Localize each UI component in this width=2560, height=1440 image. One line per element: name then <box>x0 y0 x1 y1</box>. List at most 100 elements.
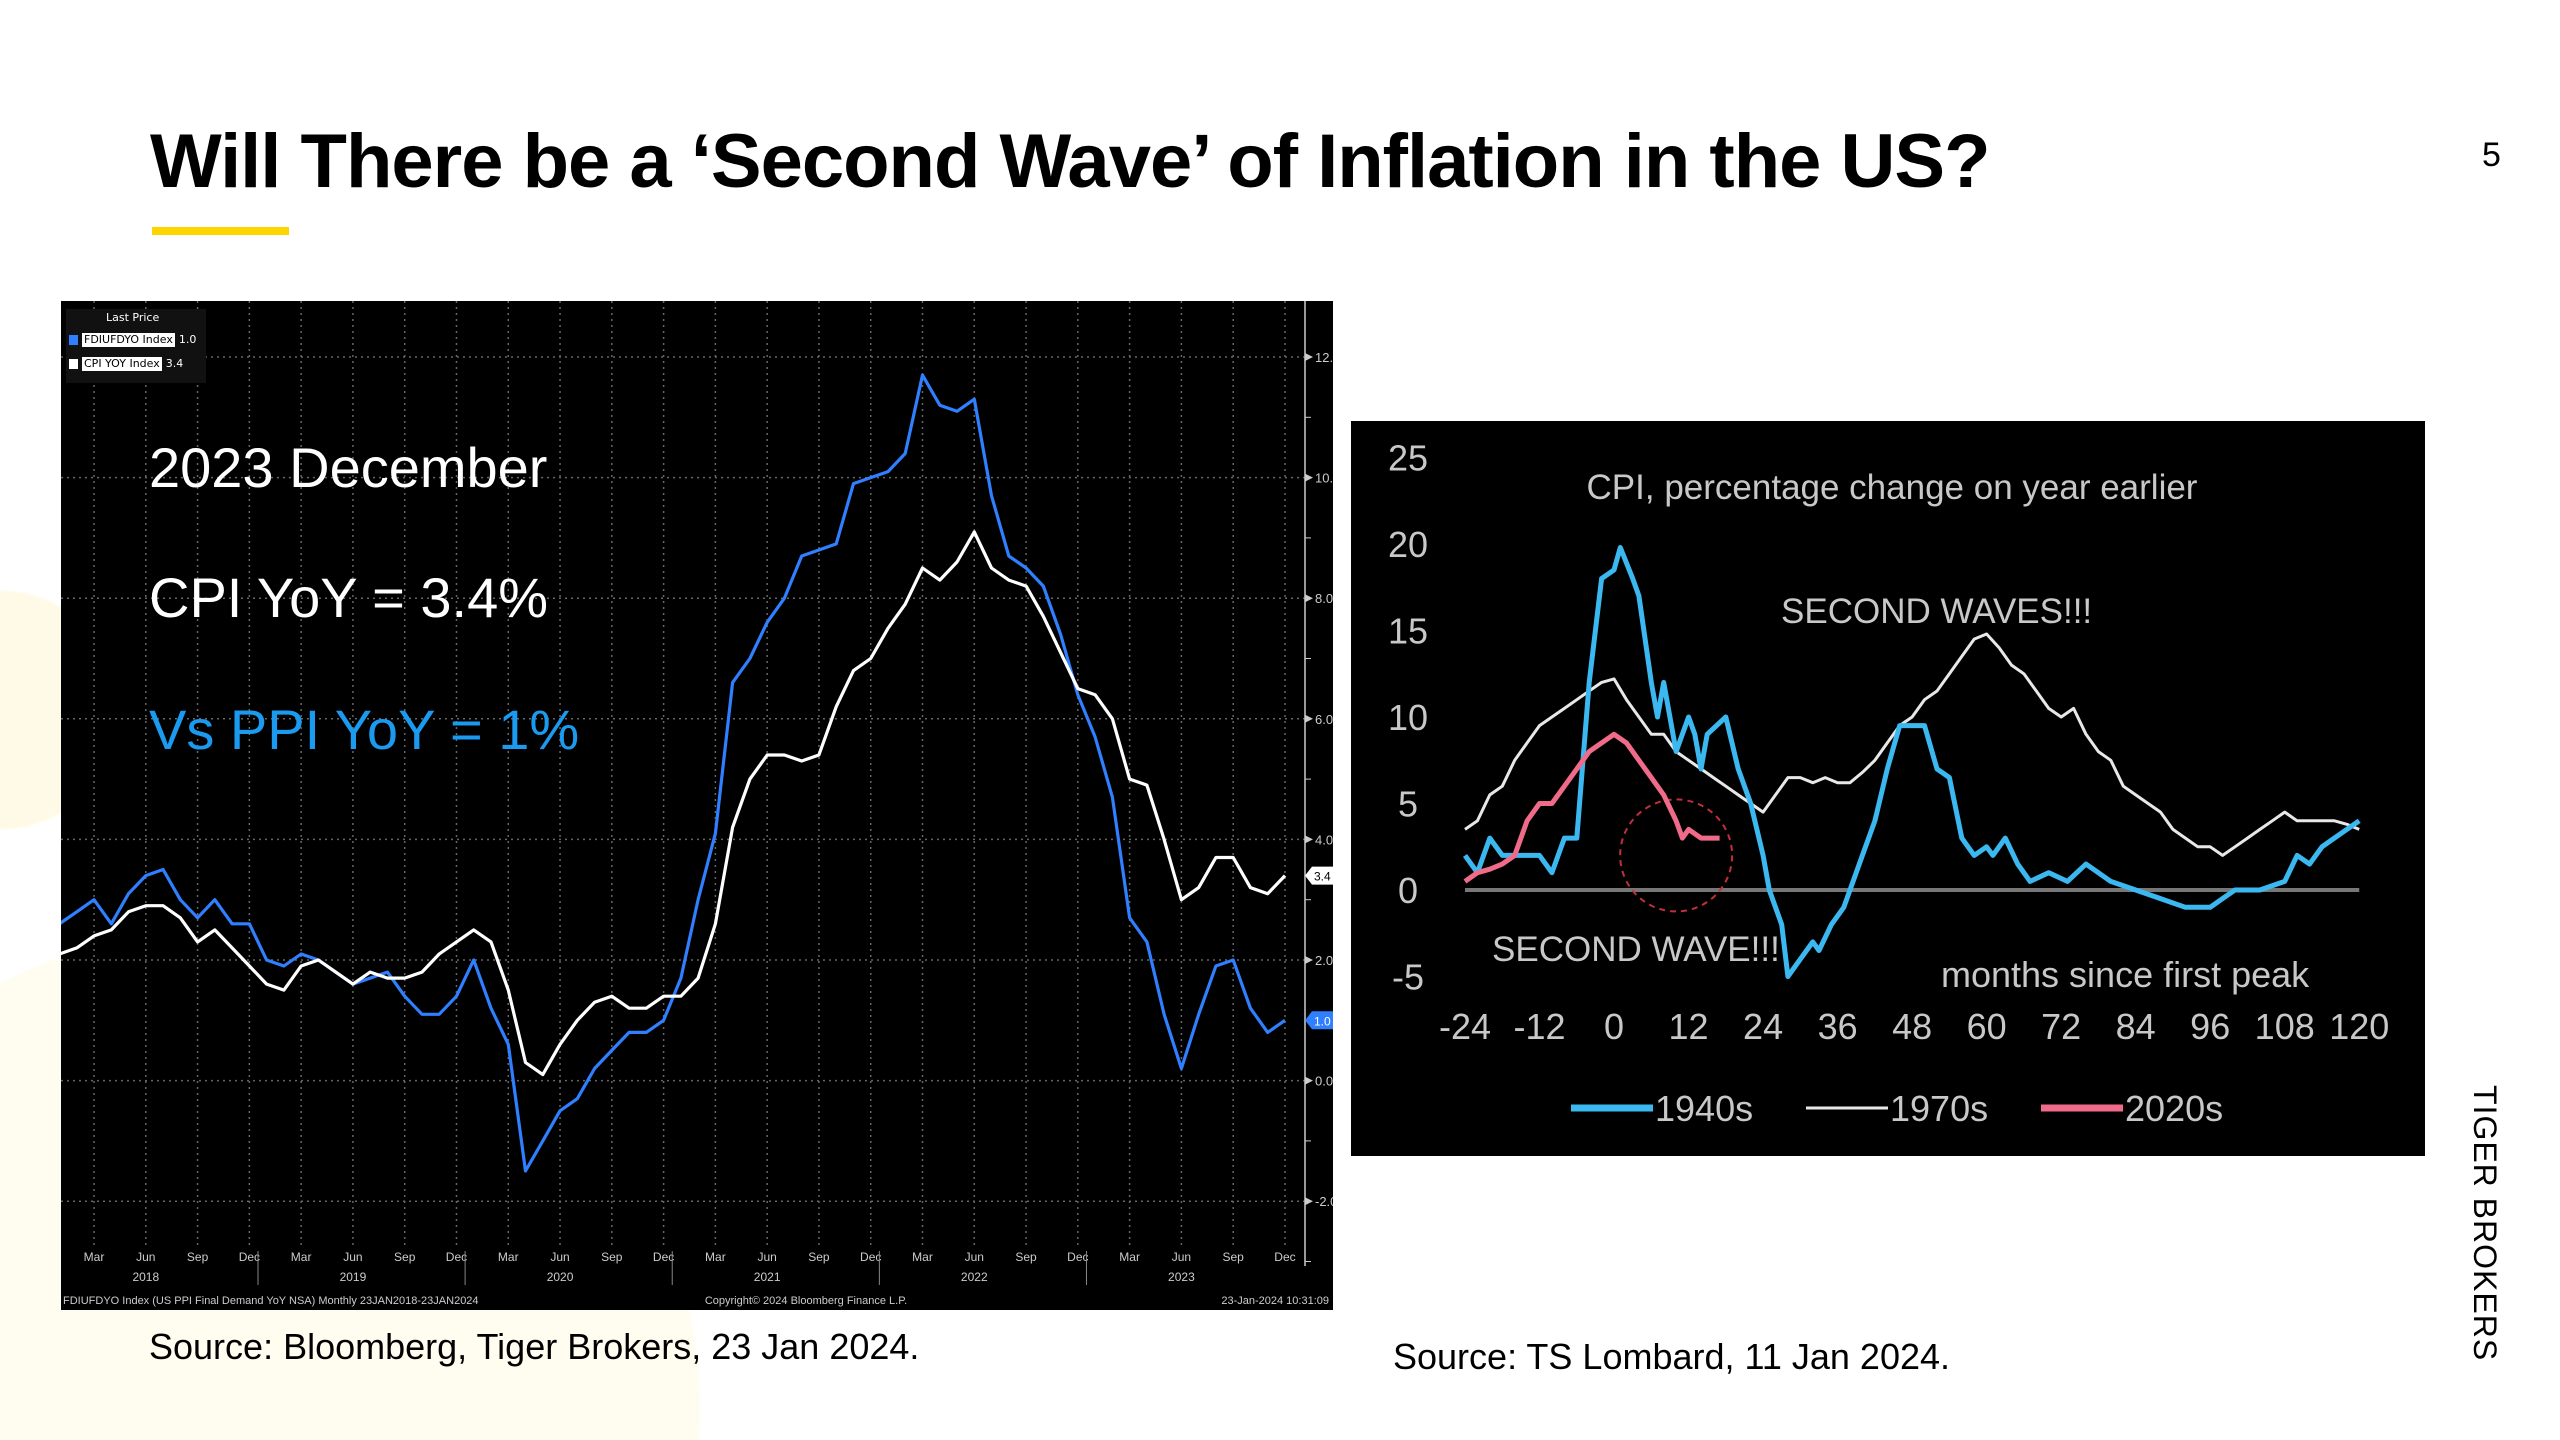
series-line-2020s <box>1463 731 1720 884</box>
y-tick-label: -5 <box>1392 957 1424 998</box>
series-line-ppi <box>61 373 1286 1173</box>
x-tick-label: 72 <box>2041 1006 2081 1047</box>
axis-tick-marker <box>1305 714 1313 723</box>
y-tick-label: 8.0 <box>1315 591 1333 606</box>
x-tick-label: 108 <box>2255 1006 2315 1047</box>
axis-tick-marker <box>1305 353 1313 361</box>
x-tick-label: Mar <box>84 1250 105 1264</box>
x-tick-label: Jun <box>1172 1250 1191 1264</box>
axis-tick-marker <box>1305 473 1313 482</box>
y-tick-label: 25 <box>1388 438 1428 479</box>
legend-label: CPI YOY Index <box>82 357 162 371</box>
axis-tick-marker <box>1305 835 1313 844</box>
year-label: 2022 <box>961 1270 988 1284</box>
title-accent-bar <box>152 227 289 235</box>
x-tick-label: Jun <box>550 1250 569 1264</box>
legend-label: 1970s <box>1890 1088 1988 1129</box>
x-tick-label: Dec <box>239 1250 260 1264</box>
legend-label: 2020s <box>2125 1088 2223 1129</box>
x-tick-label: 84 <box>2116 1006 2156 1047</box>
last-value-tag <box>1305 1011 1333 1030</box>
legend-swatch <box>69 359 78 369</box>
overlay-ppi: Vs PPI YoY = 1% <box>149 698 580 761</box>
x-tick-label: Dec <box>860 1250 881 1264</box>
x-tick-label: -12 <box>1514 1006 1566 1047</box>
x-tick-label: 48 <box>1892 1006 1932 1047</box>
source-left: Source: Bloomberg, Tiger Brokers, 23 Jan… <box>149 1326 920 1367</box>
x-tick-label: Sep <box>1223 1250 1245 1264</box>
legend-item: CPI YOY Index 3.4 <box>69 357 183 371</box>
y-tick-label: 15 <box>1388 611 1428 652</box>
x-tick-label: 36 <box>1818 1006 1858 1047</box>
ts-lombard-chart: 25 20 15 10 5 0 -5 -24 -12 0 12 24 36 48 60 72 84 96 108 12… <box>1351 421 2425 1156</box>
x-tick-label: 24 <box>1743 1006 1783 1047</box>
legend-item: FDIUFDYO Index 1.0 <box>69 333 196 347</box>
year-label: 2019 <box>340 1270 367 1284</box>
series-line-1970s <box>1464 632 2360 857</box>
x-tick-label: Sep <box>394 1250 416 1264</box>
y-tick-label: 2.0 <box>1315 953 1333 968</box>
overlay-date: 2023 December <box>149 436 548 499</box>
legend-value: 1.0 <box>178 333 197 346</box>
y-tick-label: 0 <box>1398 870 1418 911</box>
y-tick-label: 10.0 <box>1315 471 1333 486</box>
x-tick-label: Mar <box>291 1250 312 1264</box>
axis-tick-marker <box>1305 594 1313 603</box>
annotation-second-wave: SECOND WAVE!!! <box>1492 930 1780 969</box>
legend-label: FDIUFDYO Index <box>82 333 175 347</box>
legend-value: 3.4 <box>165 357 184 370</box>
chart-legend: Last Price FDIUFDYO Index 1.0 CPI YOY In… <box>66 309 206 383</box>
last-value-label: 1.0 <box>1314 1014 1331 1028</box>
y-tick-label: 5 <box>1398 784 1418 825</box>
y-tick-label: -2.0 <box>1315 1194 1333 1209</box>
x-tick-label: -24 <box>1439 1006 1491 1047</box>
bloomberg-chart-svg: 12.0 10.0 8.0 6.0 4.0 2.0 0.0 -2.0 Mar Jun Sep Dec M… <box>61 301 1333 1307</box>
annotation-second-waves: SECOND WAVES!!! <box>1781 592 2092 631</box>
x-tick-label: Jun <box>965 1250 984 1264</box>
chart-title: CPI, percentage change on year earlier <box>1587 468 2198 507</box>
year-label: 2018 <box>132 1270 159 1284</box>
x-tick-label: Dec <box>653 1250 674 1264</box>
axis-tick-marker <box>1305 956 1313 964</box>
x-axis-label: months since first peak <box>1941 954 2310 995</box>
y-tick-label: 4.0 <box>1315 832 1333 847</box>
slide-title: Will There be a ‘Second Wave’ of Inflati… <box>150 119 1991 204</box>
x-tick-label: Mar <box>705 1250 726 1264</box>
page-number: 5 <box>2482 136 2501 174</box>
y-tick-label: 20 <box>1388 524 1428 565</box>
x-tick-label: Sep <box>808 1250 830 1264</box>
x-tick-label: 12 <box>1669 1006 1709 1047</box>
x-tick-label: Sep <box>1015 1250 1037 1264</box>
x-tick-label: 0 <box>1604 1006 1624 1047</box>
x-tick-label: Sep <box>601 1250 623 1264</box>
series-line-1940s <box>1462 545 2361 979</box>
x-tick-label: Mar <box>498 1250 519 1264</box>
last-value-tag <box>1305 866 1333 885</box>
x-tick-label: Jun <box>136 1250 155 1264</box>
x-tick-label: Dec <box>1274 1250 1295 1264</box>
ts-lombard-chart-svg: 25 20 15 10 5 0 -5 -24 -12 0 12 24 36 48 60 72 84 96 108 12… <box>1388 438 2389 1130</box>
x-tick-label: Dec <box>1067 1250 1088 1264</box>
x-tick-label: Jun <box>343 1250 362 1264</box>
series-line-cpi <box>61 530 1287 1077</box>
legend-swatch <box>69 335 78 345</box>
y-tick-label: 0.0 <box>1315 1074 1333 1089</box>
year-label: 2023 <box>1168 1270 1195 1284</box>
brand-logo-text: TIGER BROKERS <box>2467 1085 2503 1362</box>
legend-header: Last Price <box>106 311 160 324</box>
footer-timestamp: 23-Jan-2024 10:31:09 <box>1221 1295 1329 1307</box>
overlay-cpi: CPI YoY = 3.4% <box>149 566 549 629</box>
source-right: Source: TS Lombard, 11 Jan 2024. <box>1393 1336 1951 1377</box>
last-value-label: 3.4 <box>1314 870 1331 884</box>
x-tick-label: Jun <box>757 1250 776 1264</box>
y-tick-label: 10 <box>1388 697 1428 738</box>
year-label: 2021 <box>754 1270 781 1284</box>
bloomberg-chart: 12.0 10.0 8.0 6.0 4.0 2.0 0.0 -2.0 Mar Jun Sep Dec M… <box>61 301 1333 1310</box>
legend-label: 1940s <box>1655 1088 1753 1129</box>
x-tick-label: Sep <box>187 1250 209 1264</box>
footer-copyright: Copyright© 2024 Bloomberg Finance L.P. <box>705 1295 907 1307</box>
footer-description: FDIUFDYO Index (US PPI Final Demand YoY … <box>63 1295 479 1307</box>
x-tick-label: 60 <box>1967 1006 2007 1047</box>
axis-tick-marker <box>1305 1197 1313 1206</box>
y-tick-label: 12.0 <box>1315 350 1333 365</box>
